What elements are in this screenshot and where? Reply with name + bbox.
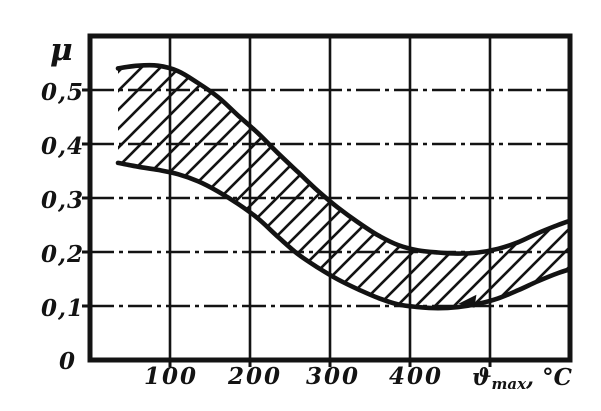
- x-tick-label-400: 400: [388, 363, 443, 390]
- x-axis-theta-symbol: ϑ: [472, 364, 492, 391]
- y-tick-label-0-4: 0,4: [40, 133, 84, 160]
- y-axis-title: μ: [50, 32, 73, 68]
- y-tick-label-0-1: 0,1: [40, 295, 84, 322]
- arrowhead-annotation: [458, 294, 477, 308]
- y-tick-label-0-3: 0,3: [40, 187, 84, 214]
- lower-curve: [115, 160, 573, 311]
- x-tick-label-300: 300: [305, 363, 360, 390]
- upper-curve: [115, 62, 573, 256]
- y-tick-label-0-5: 0,5: [40, 79, 84, 106]
- y-tick-label-0: 0: [58, 348, 76, 375]
- x-tick-label-100: 100: [143, 363, 198, 390]
- uncertainty-band: [118, 65, 570, 309]
- x-axis-title-unit: , °C: [526, 364, 572, 391]
- plot-border: [87, 33, 573, 363]
- x-axis-title: ϑmax, °C: [472, 365, 582, 397]
- y-tick-label-0-2: 0,2: [40, 241, 84, 268]
- x-axis-title-subscript: max: [491, 375, 527, 393]
- x-tick-label-200: 200: [227, 363, 282, 390]
